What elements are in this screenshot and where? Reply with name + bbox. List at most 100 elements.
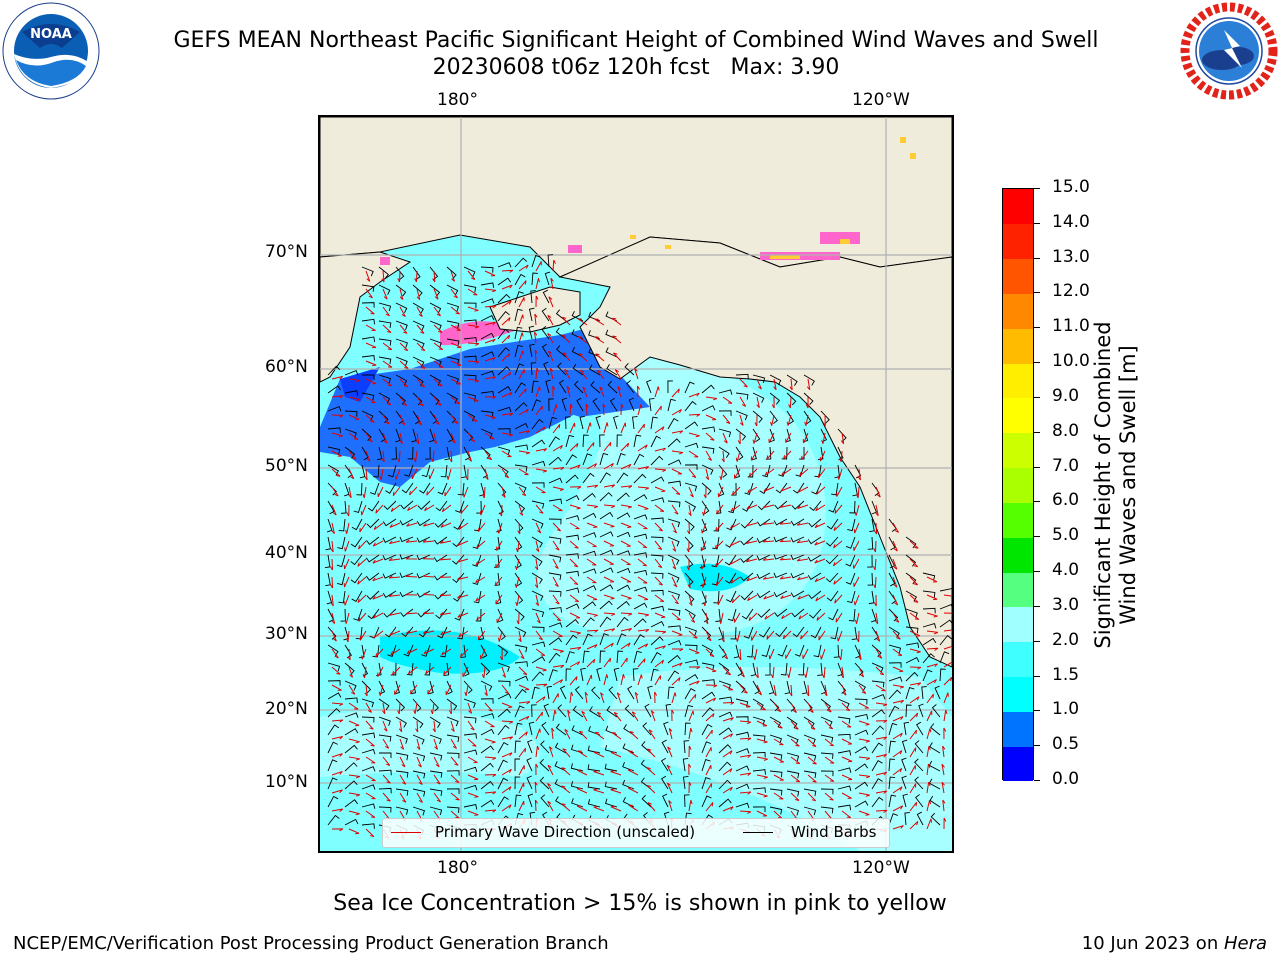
wind-barb — [351, 590, 363, 603]
wind-barb — [514, 308, 523, 322]
wave-direction-arrow — [719, 468, 724, 481]
wave-direction-arrow — [331, 808, 344, 812]
wave-direction-arrow — [802, 432, 809, 444]
wave-direction-arrow — [578, 730, 588, 740]
wave-direction-arrow — [671, 709, 675, 722]
wind-barb — [480, 410, 494, 418]
colorbar-segment — [1003, 397, 1033, 434]
wave-direction-arrow — [552, 648, 564, 653]
wind-barb — [768, 680, 775, 695]
wave-direction-arrow — [518, 486, 527, 497]
wind-barb — [463, 766, 478, 773]
wind-barb — [429, 752, 443, 761]
wind-barb — [548, 554, 562, 563]
wave-direction-arrow — [926, 647, 939, 651]
wave-direction-arrow — [841, 810, 852, 819]
wind-barb — [808, 518, 822, 528]
wind-barb — [701, 723, 713, 736]
wave-direction-arrow — [534, 331, 538, 344]
wave-direction-arrow — [534, 313, 538, 326]
wind-barb — [727, 608, 737, 622]
wave-direction-arrow — [552, 522, 562, 532]
wind-barb — [446, 698, 458, 711]
wind-barb — [684, 608, 696, 620]
wind-barb — [701, 518, 708, 533]
wind-barb — [480, 680, 493, 692]
wave-direction-arrow — [365, 756, 376, 764]
wind-barb — [460, 644, 466, 658]
wind-barb — [395, 284, 407, 297]
wave-direction-arrow — [647, 748, 656, 758]
wave-direction-arrow — [762, 576, 775, 580]
wind-barb — [701, 590, 708, 605]
sea-ice-note: Sea Ice Concentration > 15% is shown in … — [333, 891, 947, 916]
wave-direction-arrow — [637, 404, 643, 416]
wave-direction-arrow — [671, 648, 684, 652]
wave-direction-arrow — [377, 666, 384, 677]
wave-direction-arrow — [909, 682, 922, 686]
wind-barb — [444, 446, 450, 461]
wave-direction-arrow — [722, 701, 735, 705]
wave-direction-arrow — [671, 388, 680, 398]
wind-barb — [344, 410, 358, 417]
wind-barb — [378, 769, 392, 776]
wind-barb — [684, 536, 694, 550]
wave-direction-arrow — [517, 522, 521, 535]
wind-barb — [582, 568, 597, 574]
wind-barb — [810, 626, 822, 639]
wave-direction-arrow — [518, 800, 525, 812]
wind-barb — [395, 752, 409, 761]
wind-barb — [548, 518, 562, 525]
wave-direction-arrow — [501, 684, 510, 695]
wind-barb — [344, 744, 358, 754]
wind-barb — [730, 626, 737, 640]
wave-direction-arrow — [629, 731, 639, 740]
wave-direction-arrow — [569, 630, 581, 635]
wind-barb — [616, 472, 629, 484]
wave-direction-arrow — [331, 828, 344, 832]
wave-direction-arrow — [586, 463, 598, 470]
wave-direction-arrow — [501, 768, 512, 776]
wind-barb — [446, 392, 458, 404]
wave-direction-arrow — [739, 684, 748, 694]
wind-barb — [417, 608, 431, 618]
wind-barb — [403, 644, 414, 657]
wave-direction-arrow — [515, 594, 520, 606]
wave-direction-arrow — [858, 792, 870, 797]
wind-barb — [344, 662, 355, 675]
wave-direction-arrow — [751, 630, 758, 641]
wind-barb — [599, 600, 613, 610]
wind-barb — [701, 464, 714, 475]
wind-barb — [650, 636, 664, 646]
wave-direction-arrow — [779, 504, 792, 508]
wave-direction-arrow — [702, 504, 707, 516]
wave-direction-arrow — [359, 522, 367, 533]
wind-barb — [497, 708, 511, 718]
wind-barb — [531, 460, 546, 467]
wind-barb — [428, 428, 435, 443]
wind-barb — [775, 626, 788, 638]
wave-direction-arrow — [805, 396, 809, 409]
wave-direction-arrow — [365, 702, 373, 713]
wave-direction-arrow — [705, 783, 712, 794]
wave-direction-arrow — [814, 540, 826, 546]
wind-barb — [344, 369, 359, 376]
wind-barb — [609, 397, 618, 412]
wind-barb — [718, 446, 730, 458]
wave-direction-arrow — [361, 648, 367, 660]
wind-barb — [514, 688, 527, 700]
wind-barb — [792, 482, 805, 494]
wave-direction-arrow — [534, 558, 539, 571]
wave-direction-arrow — [346, 504, 350, 517]
wave-direction-arrow — [594, 731, 605, 740]
wind-barb — [480, 713, 495, 719]
wind-barb — [888, 608, 899, 622]
wind-barb — [497, 428, 511, 434]
wave-direction-arrow — [816, 612, 826, 621]
wave-height-map — [318, 115, 954, 853]
wind-barb — [807, 536, 822, 545]
wind-barb — [701, 446, 715, 454]
colorbar-tick-label: 2.0 — [1052, 629, 1080, 650]
wave-direction-arrow — [637, 522, 648, 530]
wave-direction-arrow — [834, 504, 843, 514]
